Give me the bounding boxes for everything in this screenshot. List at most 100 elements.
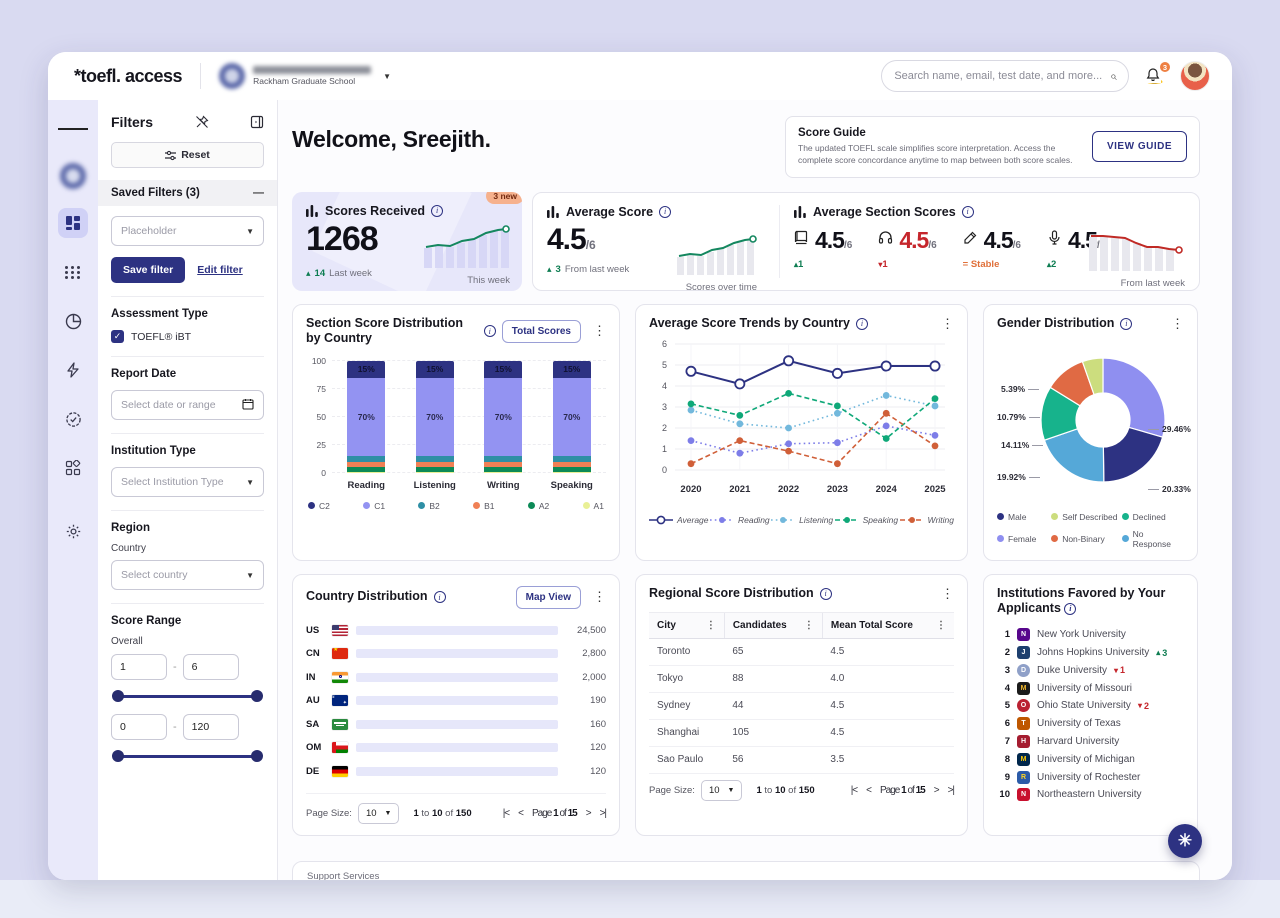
- country-row: OM 120: [306, 742, 606, 754]
- save-filter-button[interactable]: Save filter: [111, 257, 186, 283]
- topbar: *toefl. access Rackham Graduate School ▼…: [48, 52, 1232, 100]
- column-menu-icon[interactable]: ⋮: [705, 619, 716, 631]
- flag-in-icon: [332, 671, 348, 683]
- institution-name-blurred: [253, 66, 372, 74]
- view-guide-button[interactable]: VIEW GUIDE: [1091, 131, 1187, 163]
- kebab-menu-icon[interactable]: ⋮: [593, 323, 606, 339]
- card-title: Average Score: [566, 204, 654, 219]
- country-select[interactable]: Select country ▼: [111, 560, 264, 590]
- bolt-icon[interactable]: [58, 355, 88, 385]
- country-row: SA 160: [306, 718, 606, 730]
- info-icon[interactable]: i: [659, 205, 672, 218]
- dashboard-grid-icon[interactable]: [58, 208, 88, 238]
- institution-type-select[interactable]: Select Institution Type ▼: [111, 467, 264, 497]
- bar-chart-icon: [794, 205, 806, 218]
- section-score-item: 4.5/6 ▴1: [794, 226, 853, 270]
- widgets-icon[interactable]: [58, 453, 88, 483]
- pie-chart-icon[interactable]: [58, 306, 88, 336]
- panel-title: Section Score Distribution by Country: [306, 315, 463, 346]
- info-icon[interactable]: i: [483, 325, 496, 338]
- prev-page-button[interactable]: <: [866, 784, 872, 796]
- next-page-button[interactable]: >: [933, 784, 940, 796]
- unpin-icon[interactable]: [195, 115, 209, 129]
- page-size-select[interactable]: 10 ▼: [700, 779, 743, 801]
- collapse-panel-icon[interactable]: [250, 115, 264, 129]
- score-trends-panel: Average Score Trends by Country i ⋮ 0 1 2 3…: [635, 303, 968, 561]
- global-search[interactable]: ⌕: [881, 60, 1130, 92]
- info-icon[interactable]: i: [819, 587, 832, 600]
- info-icon[interactable]: i: [856, 317, 868, 330]
- edit-filter-link[interactable]: Edit filter: [197, 264, 243, 276]
- kebab-menu-icon[interactable]: ⋮: [941, 315, 954, 331]
- university-logo-icon: H: [1017, 735, 1030, 749]
- page-size-select[interactable]: 10 ▼: [357, 803, 400, 825]
- info-icon[interactable]: i: [1064, 603, 1077, 616]
- checkbox-checked-icon[interactable]: ✓: [111, 330, 124, 343]
- first-page-button[interactable]: |<: [850, 784, 859, 796]
- new-badge: 3 new: [486, 191, 522, 204]
- stacked-bar-xlabels: Reading Listening Writing Speaking: [347, 479, 593, 491]
- collapse-section-icon[interactable]: —: [253, 187, 264, 199]
- saved-filter-select[interactable]: Placeholder ▼: [111, 216, 264, 246]
- total-scores-button[interactable]: Total Scores: [501, 319, 581, 343]
- assistant-fab-button[interactable]: ✳: [1168, 824, 1202, 858]
- user-avatar[interactable]: [1180, 61, 1210, 91]
- institution-row: 8 M University of Michigan: [1004, 752, 1135, 766]
- menu-icon[interactable]: [58, 114, 88, 144]
- svg-text:2023: 2023: [827, 484, 848, 495]
- institution-selector[interactable]: Rackham Graduate School ▼: [219, 63, 391, 89]
- country-row: DE 120: [306, 765, 606, 777]
- institutions-panel: Institutions Favored by Your Applicants …: [983, 573, 1198, 837]
- gear-icon[interactable]: [58, 516, 88, 546]
- info-icon[interactable]: i: [431, 204, 444, 217]
- info-icon[interactable]: i: [433, 591, 446, 604]
- filters-panel: Filters Reset Saved Filters (3) — Placeh…: [98, 100, 278, 880]
- gender-distribution-panel: Gender Distribution i ⋮ 5.39% 10.79% 14.11…: [983, 303, 1198, 561]
- check-badge-icon[interactable]: [58, 404, 88, 434]
- kebab-menu-icon[interactable]: ⋮: [941, 585, 954, 601]
- scaled-min-input[interactable]: 0: [111, 714, 167, 740]
- scaled-range-slider[interactable]: [112, 750, 263, 762]
- average-score-block: Average Score i 4.5/6 ▴ 3 From last week: [547, 204, 757, 293]
- scaled-max-input[interactable]: 120: [182, 714, 239, 740]
- institution-row: 10 N Northeastern University: [999, 788, 1142, 802]
- info-icon[interactable]: i: [961, 205, 974, 218]
- filters-title: Filters: [111, 114, 154, 130]
- column-menu-icon[interactable]: ⋮: [936, 619, 946, 631]
- table-row: Toronto 65 4.5: [649, 638, 954, 666]
- report-date-label: Report Date: [111, 368, 177, 380]
- map-view-button[interactable]: Map View: [515, 585, 581, 609]
- institution-row: 1 N New York University: [1004, 628, 1126, 642]
- page-bottom-strip: [0, 880, 1280, 918]
- search-icon[interactable]: ⌕: [1109, 68, 1117, 83]
- prev-page-button[interactable]: <: [518, 808, 524, 820]
- overall-label: Overall: [111, 636, 143, 647]
- flag-de-icon: [332, 765, 348, 777]
- scores-received-card: 3 new Scores Received i 1268 ▴ 14 Last w…: [292, 191, 522, 291]
- next-page-button[interactable]: >: [585, 808, 592, 820]
- last-page-button[interactable]: >|: [599, 808, 608, 820]
- last-page-button[interactable]: >|: [947, 784, 956, 796]
- section-distribution-panel: Section Score Distribution by Country i …: [292, 303, 620, 561]
- report-date-input[interactable]: Select date or range: [111, 390, 264, 420]
- university-logo-icon: O: [1017, 699, 1030, 713]
- first-page-button[interactable]: |<: [502, 808, 511, 820]
- info-icon[interactable]: i: [1120, 317, 1133, 330]
- overall-min-input[interactable]: 1: [111, 654, 167, 680]
- institution-row: 5 O Ohio State University ▾ 2: [1004, 699, 1149, 713]
- column-menu-icon[interactable]: ⋮: [803, 619, 814, 631]
- search-input[interactable]: [894, 70, 1110, 82]
- svg-text:2022: 2022: [778, 484, 799, 495]
- kebab-menu-icon[interactable]: ⋮: [593, 589, 606, 605]
- reset-filters-button[interactable]: Reset: [111, 142, 264, 168]
- overall-max-input[interactable]: 6: [182, 654, 239, 680]
- assessment-checkbox-row[interactable]: ✓ TOEFL® iBT: [111, 330, 264, 343]
- notifications-button[interactable]: 🔔 3: [1145, 61, 1171, 85]
- overall-range-slider[interactable]: [112, 690, 263, 702]
- apps-dots-icon[interactable]: [58, 257, 88, 287]
- institution-row: 3 D Duke University ▾ 1: [1004, 663, 1126, 677]
- headphones-icon: [878, 230, 893, 250]
- saved-filters-header[interactable]: Saved Filters (3) —: [98, 180, 277, 206]
- svg-text:2: 2: [662, 423, 667, 433]
- kebab-menu-icon[interactable]: ⋮: [1171, 315, 1184, 331]
